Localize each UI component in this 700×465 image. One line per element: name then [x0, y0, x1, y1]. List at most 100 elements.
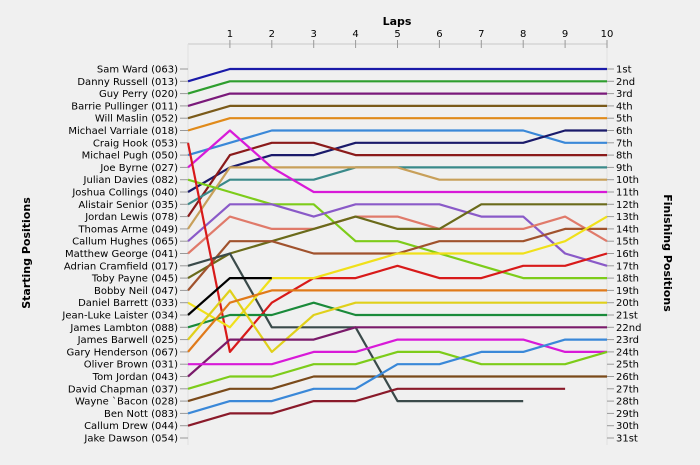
driver-label: Alistair Senior (035)	[78, 200, 178, 211]
plot-frame	[187, 43, 608, 445]
series-line	[187, 289, 607, 353]
finish-label: 17th	[616, 261, 639, 272]
lap-tick-labels: 1 2 3 4 5 6 7 8 9 10	[227, 29, 614, 48]
finish-label: 10th	[616, 175, 639, 186]
finish-label: 22nd	[616, 323, 641, 334]
finish-label: 16th	[616, 249, 639, 260]
lap-tick-label: 7	[478, 29, 484, 40]
finish-label: 15th	[616, 237, 639, 248]
series-line	[187, 117, 607, 132]
lap-tick-label: 3	[311, 29, 317, 40]
finish-label: 27th	[616, 384, 639, 395]
driver-label: Bobby Neil (047)	[94, 286, 178, 297]
driver-label: Will Maslin (052)	[95, 114, 178, 125]
series-line	[187, 289, 607, 353]
finish-labels: 1st2nd3rd4th5th6th7th8th9th10th11th12th1…	[607, 65, 641, 445]
finish-label: 9th	[616, 163, 633, 174]
series-line	[187, 80, 607, 95]
series-line	[187, 375, 607, 403]
finish-label: 20th	[616, 298, 639, 309]
finish-label: 11th	[616, 188, 639, 199]
series-line	[187, 104, 607, 120]
series-line	[187, 326, 607, 378]
driver-label: Jean-Luke Laister (034)	[61, 311, 178, 322]
finish-label: 13th	[616, 212, 639, 223]
finish-label: 8th	[616, 151, 633, 162]
finish-label: 24th	[616, 347, 639, 358]
finish-label: 4th	[616, 101, 633, 112]
driver-label: Callum Hughes (065)	[72, 237, 178, 248]
lap-tick-label: 8	[520, 29, 526, 40]
driver-label: Oliver Brown (031)	[84, 360, 178, 371]
lap-tick-label: 9	[562, 29, 568, 40]
driver-label: Matthew George (041)	[65, 249, 178, 260]
driver-label: Gary Henderson (067)	[67, 347, 179, 358]
series-line	[187, 178, 607, 280]
finish-label: 21st	[616, 311, 638, 322]
driver-label: Toby Payne (045)	[91, 274, 178, 285]
series-line	[187, 203, 607, 280]
driver-label: Joe Byrne (027)	[99, 163, 178, 174]
driver-label: Craig Hook (053)	[93, 138, 178, 149]
driver-labels: Sam Ward (063)Danny Russell (013)Guy Per…	[61, 65, 188, 445]
driver-label: Callum Drew (044)	[84, 421, 178, 432]
finish-label: 29th	[616, 409, 639, 420]
driver-label: Guy Perry (020)	[99, 89, 178, 100]
series-line	[186, 142, 608, 353]
series-line	[187, 67, 607, 83]
finish-label: 3rd	[616, 89, 633, 100]
series-line	[187, 129, 607, 193]
driver-label: Joshua Collings (040)	[71, 188, 178, 199]
finish-label: 12th	[616, 200, 639, 211]
series-line	[187, 277, 272, 316]
lap-tick-label: 10	[601, 29, 614, 40]
finish-label: 19th	[616, 286, 639, 297]
series-line	[187, 387, 566, 427]
driver-label: Barrie Pullinger (011)	[71, 101, 178, 112]
series-line	[187, 301, 607, 329]
lap-tick-label: 1	[227, 29, 233, 40]
finish-label: 31st	[616, 434, 638, 445]
x-axis-title: Laps	[383, 15, 412, 28]
finish-label: 7th	[616, 138, 633, 149]
finish-label: 6th	[616, 126, 633, 137]
driver-label: Jordan Lewis (078)	[84, 212, 178, 223]
series-line	[187, 141, 607, 218]
finish-label: 30th	[616, 421, 639, 432]
driver-label: Julian Davies (082)	[83, 175, 179, 186]
driver-label: Daniel Barrett (033)	[78, 298, 178, 309]
lap-tick-label: 6	[436, 29, 442, 40]
lap-tick-label: 2	[269, 29, 275, 40]
finish-label: 14th	[616, 224, 639, 235]
finish-label: 2nd	[616, 77, 635, 88]
lap-tick-label: 5	[394, 29, 400, 40]
series-line	[187, 166, 607, 230]
lap-tick-label: 4	[352, 29, 358, 40]
series-line	[187, 215, 608, 255]
series-lines	[186, 67, 608, 427]
driver-label: Danny Russell (013)	[77, 77, 178, 88]
finish-label: 18th	[616, 274, 639, 285]
driver-label: David Chapman (037)	[68, 384, 178, 395]
driver-label: Michael Pugh (050)	[82, 151, 179, 162]
y-axis-title-left: Starting Positions	[20, 197, 33, 309]
driver-label: Sam Ward (063)	[97, 65, 178, 76]
driver-label: Tom Jordan (043)	[92, 372, 178, 383]
series-line	[188, 338, 607, 366]
driver-label: Michael Varriale (018)	[68, 126, 178, 137]
driver-label: Jake Dawson (054)	[83, 434, 178, 445]
finish-label: 26th	[616, 372, 639, 383]
series-line	[187, 338, 607, 415]
driver-label: Ben Nott (083)	[104, 409, 178, 420]
series-line	[187, 350, 608, 390]
finish-label: 5th	[616, 114, 633, 125]
finish-label: 25th	[616, 360, 639, 371]
driver-label: James Lambton (088)	[69, 323, 178, 334]
series-line	[187, 227, 607, 292]
driver-label: Thomas Arme (049)	[77, 224, 178, 235]
y-axis-title-right: Finishing Positions	[661, 194, 674, 312]
finish-label: 1st	[616, 65, 632, 76]
finish-label: 28th	[616, 397, 639, 408]
series-line	[187, 215, 608, 329]
